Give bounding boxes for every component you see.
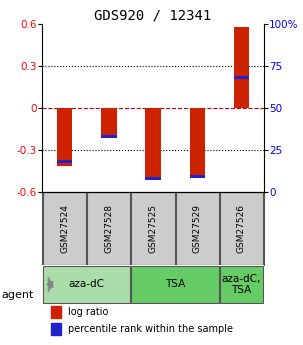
Text: aza-dC,
TSA: aza-dC, TSA: [222, 274, 261, 295]
Text: TSA: TSA: [165, 279, 185, 289]
Text: aza-dC: aza-dC: [69, 279, 105, 289]
Bar: [145, 177, 161, 180]
Bar: [189, 108, 205, 178]
FancyBboxPatch shape: [43, 266, 131, 303]
Bar: [101, 135, 117, 138]
Bar: [51, 306, 61, 318]
Bar: [234, 27, 249, 108]
Text: GSM27525: GSM27525: [148, 204, 158, 253]
FancyBboxPatch shape: [220, 266, 263, 303]
Text: percentile rank within the sample: percentile rank within the sample: [68, 324, 233, 334]
Bar: [57, 108, 72, 167]
Text: GSM27528: GSM27528: [104, 204, 113, 253]
Bar: [101, 108, 117, 136]
Bar: [51, 323, 61, 335]
Polygon shape: [48, 276, 54, 293]
FancyBboxPatch shape: [87, 191, 131, 265]
Bar: [189, 175, 205, 178]
Text: GSM27526: GSM27526: [237, 204, 246, 253]
FancyBboxPatch shape: [43, 191, 86, 265]
Text: log ratio: log ratio: [68, 307, 108, 317]
Text: GSM27529: GSM27529: [193, 204, 202, 253]
FancyBboxPatch shape: [220, 191, 263, 265]
Bar: [57, 160, 72, 163]
FancyBboxPatch shape: [131, 266, 219, 303]
FancyBboxPatch shape: [175, 191, 219, 265]
Bar: [145, 108, 161, 180]
Bar: [234, 76, 249, 79]
Title: GDS920 / 12341: GDS920 / 12341: [95, 9, 211, 23]
FancyBboxPatch shape: [131, 191, 175, 265]
Text: GSM27524: GSM27524: [60, 204, 69, 253]
Text: agent: agent: [2, 290, 34, 300]
